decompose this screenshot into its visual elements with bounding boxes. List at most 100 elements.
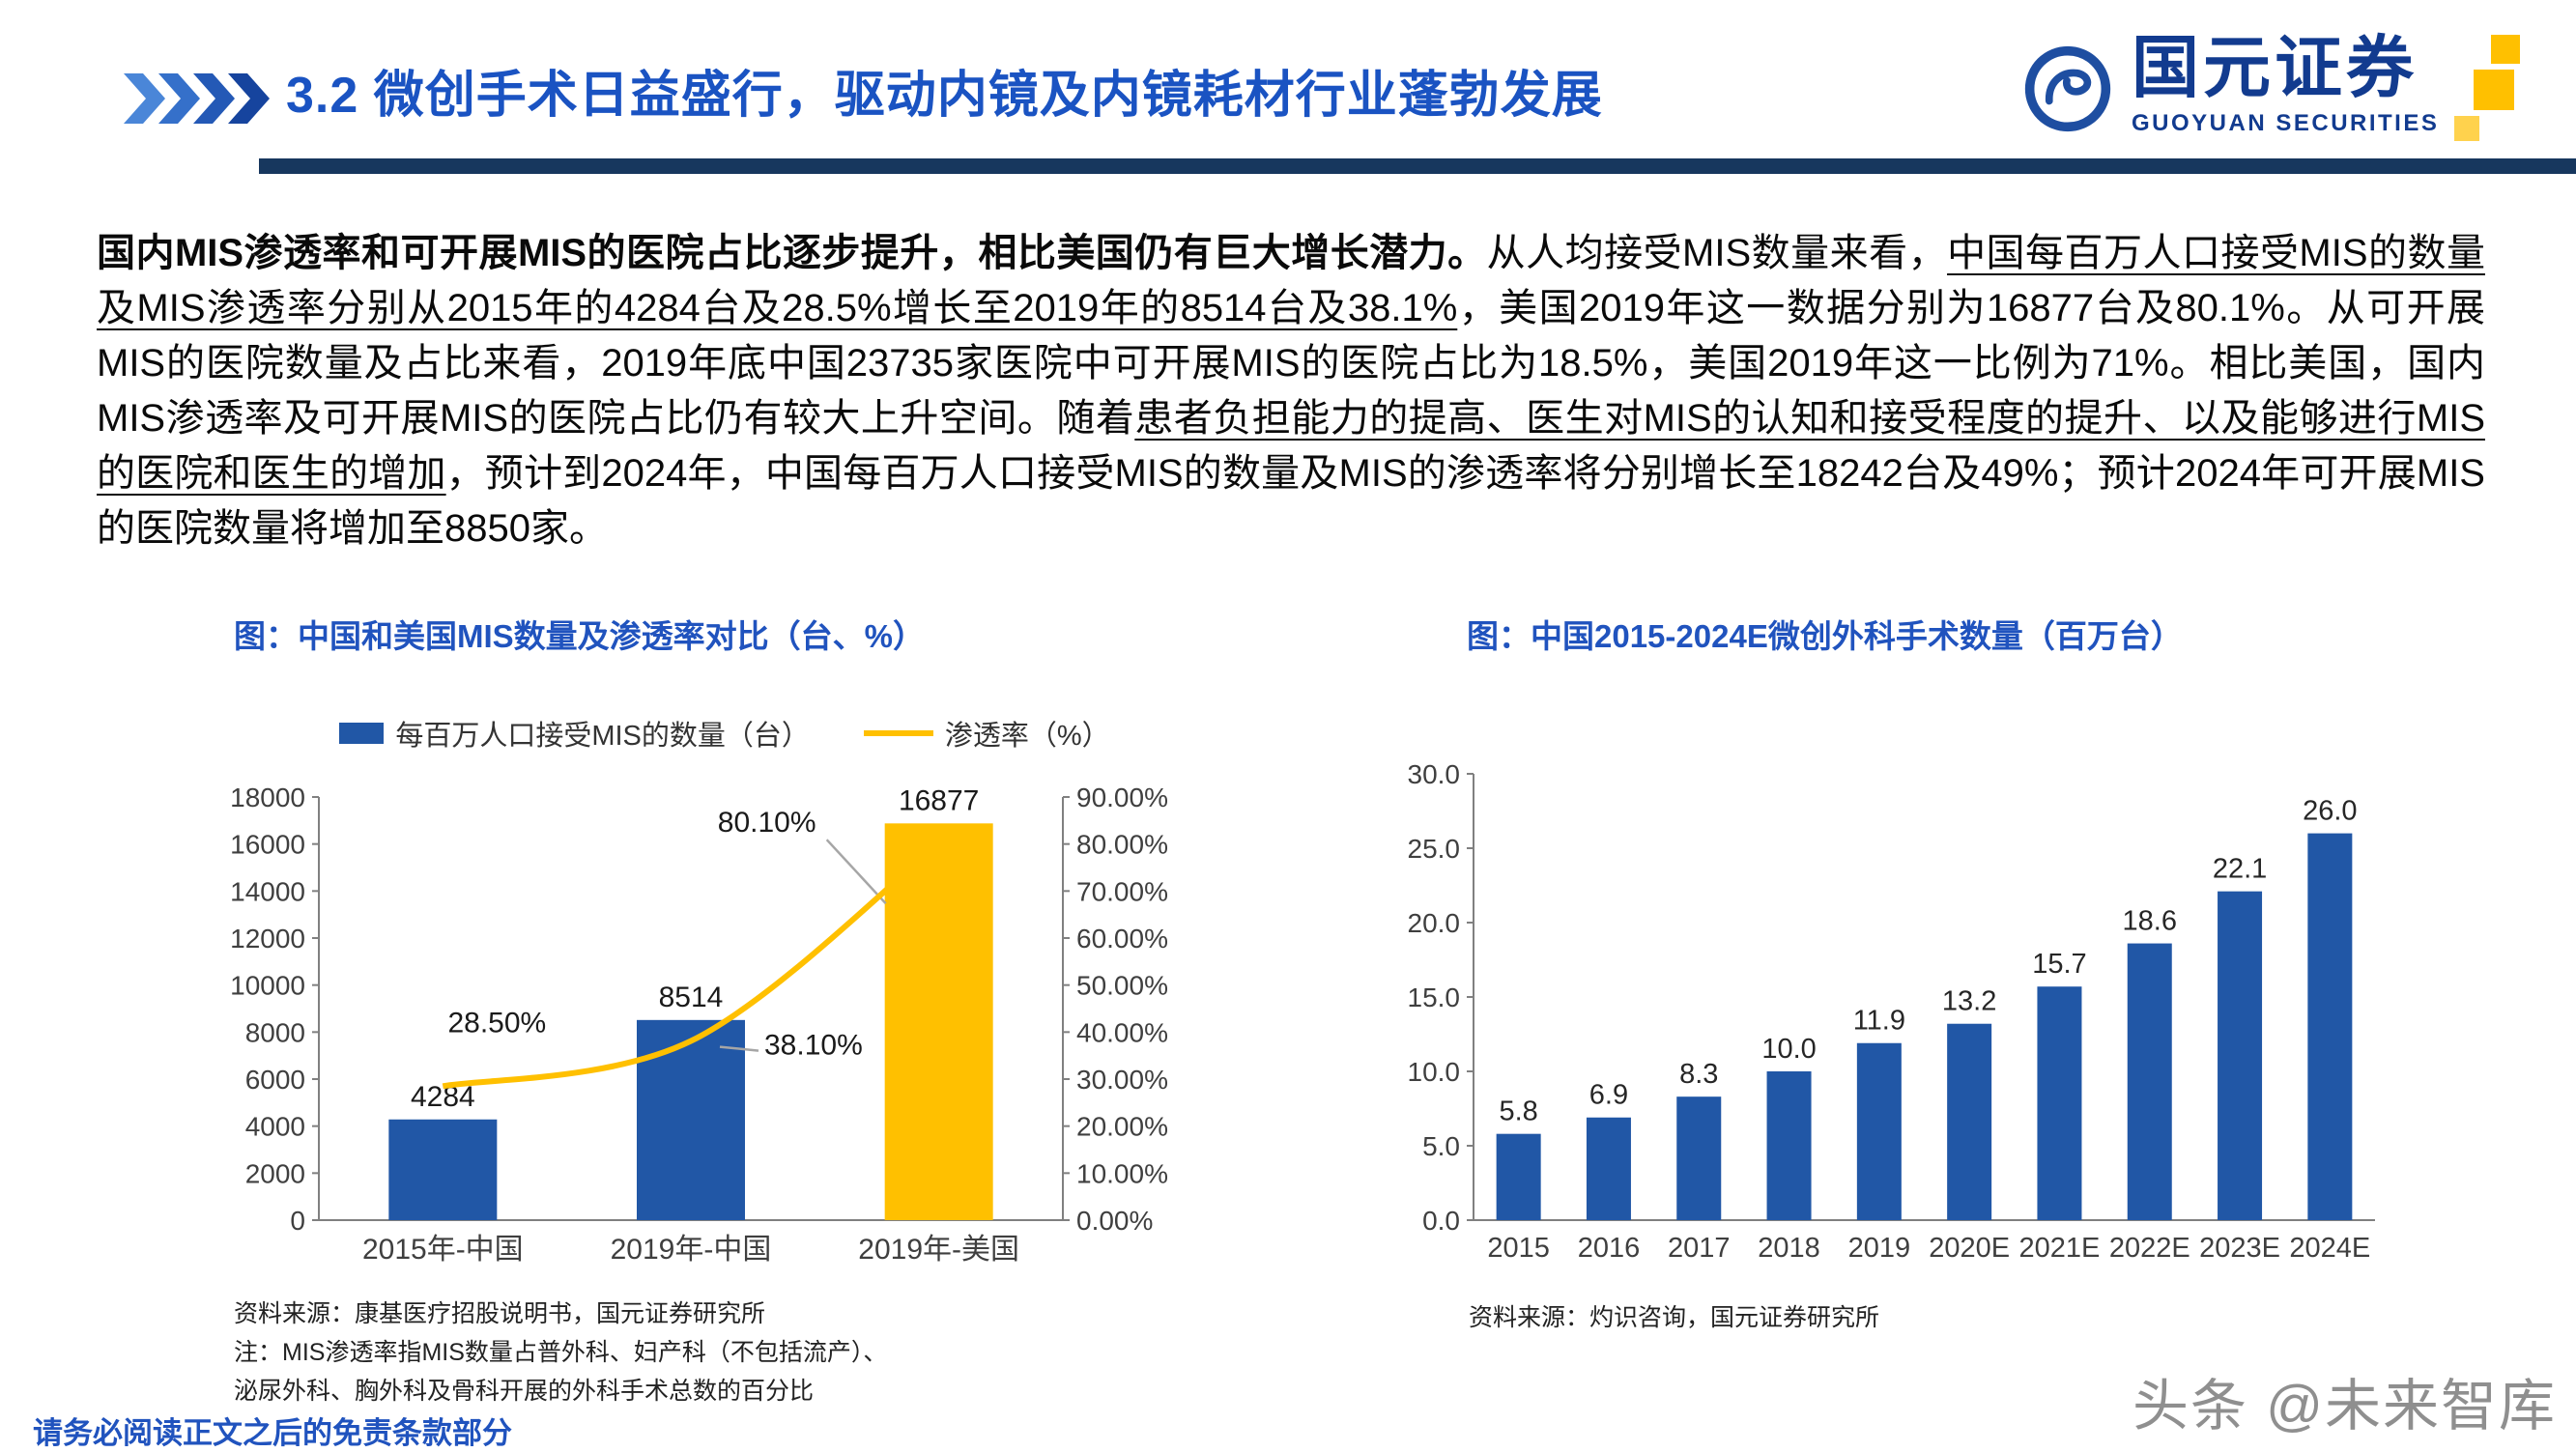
bar-value-label: 5.8 <box>1499 1096 1537 1127</box>
header-divider <box>259 158 2576 174</box>
line-swatch-icon <box>863 730 933 736</box>
bar <box>1856 1042 1902 1220</box>
category-label: 2019 <box>1848 1233 1911 1264</box>
category-label: 2020E <box>1929 1233 2010 1264</box>
left-tick-label: 16000 <box>230 830 305 860</box>
right-tick-label: 60.00% <box>1076 924 1168 954</box>
bar-value-label: 22.1 <box>2213 854 2267 885</box>
category-label: 2021E <box>2019 1233 2101 1264</box>
leader-line <box>719 1045 759 1052</box>
category-label: 2015年-中国 <box>362 1234 524 1266</box>
left-tick-label: 14000 <box>230 876 305 906</box>
logo-ring <box>2024 45 2111 132</box>
y-tick-label: 5.0 <box>1422 1131 1460 1161</box>
disclaimer-text: 请务必阅读正文之后的免责条款部分 <box>33 1416 512 1450</box>
right-tick-label: 50.00% <box>1076 971 1168 1001</box>
y-tick-label: 10.0 <box>1408 1057 1461 1087</box>
bar-value-label: 10.0 <box>1761 1034 1816 1065</box>
right-chart-title: 图：中国2015-2024E微创外科手术数量（百万台） <box>1467 618 2183 654</box>
left-tick-label: 6000 <box>245 1065 305 1095</box>
note-line: 注：MIS渗透率指MIS数量占普外科、妇产科（不包括流产）、 <box>234 1339 888 1366</box>
logo-square <box>2491 35 2521 64</box>
category-label: 2019年-中国 <box>611 1234 772 1266</box>
left-chart-legend: 每百万人口接受MIS的数量（台） 渗透率（%） <box>213 713 1237 754</box>
bar <box>1947 1023 1992 1220</box>
left-tick-label: 2000 <box>245 1158 305 1188</box>
brand-text: 国元证券 GUOYUAN SECURITIES <box>2132 30 2440 137</box>
y-tick-label: 20.0 <box>1408 908 1461 938</box>
body-paragraph: 国内MIS渗透率和可开展MIS的医院占比逐步提升，相比美国仍有巨大增长潜力。从人… <box>97 226 2485 556</box>
bar <box>2218 891 2263 1220</box>
chevron-shape <box>158 73 200 124</box>
bar-value-label: 18.6 <box>2123 906 2177 937</box>
chevron-shape <box>124 73 165 124</box>
logo-squares-icon <box>2454 33 2535 149</box>
paragraph-segment: ，美国2019年这一数据分别为16877台及80.1%。从可开展MIS的医院数量… <box>97 287 2485 440</box>
category-label: 2019年-美国 <box>858 1234 1019 1266</box>
watermark-text: 头条 @未来智库 <box>2132 1375 2557 1438</box>
bar <box>1676 1096 1722 1220</box>
bar <box>388 1119 498 1220</box>
chevrons-icon <box>124 73 270 124</box>
right-tick-label: 40.00% <box>1076 1017 1168 1047</box>
bar-value-label: 16877 <box>899 784 979 816</box>
brand-name-en: GUOYUAN SECURITIES <box>2132 109 2440 136</box>
y-tick-label: 25.0 <box>1408 834 1461 864</box>
right-tick-label: 70.00% <box>1076 876 1168 906</box>
paragraph-segment: 患者负担能力的提高、医生对MIS的认知和接受程度的提升、以及能够进行MIS的医院… <box>97 397 2485 495</box>
bar <box>2037 986 2082 1220</box>
right-tick-label: 20.00% <box>1076 1112 1168 1142</box>
left-chart-source-block: 资料来源：康基医疗招股说明书，国元证券研究所 注：MIS渗透率指MIS数量占普外… <box>234 1295 887 1410</box>
paragraph-segment: ，预计到2024年，中国每百万人口接受MIS的数量及MIS的渗透率将分别增长至1… <box>97 452 2485 550</box>
bar <box>2127 943 2172 1220</box>
right-tick-label: 10.00% <box>1076 1158 1168 1188</box>
paragraph-segment: 从人均接受MIS数量来看， <box>1486 232 1948 274</box>
logo-square <box>2454 116 2480 141</box>
left-tick-label: 4000 <box>245 1112 305 1142</box>
paragraph-segment: 国内MIS渗透率和可开展MIS的医院占比逐步提升，相比美国仍有巨大增长潜力。 <box>97 232 1487 274</box>
brand-logo: 国元证券 GUOYUAN SECURITIES <box>2021 30 2535 149</box>
category-label: 2022E <box>2109 1233 2190 1264</box>
paragraph-segment: 中国每百万人口接受MIS的数量及MIS渗透率分别从2015年的4284台及28.… <box>97 232 2485 329</box>
bar-swatch-icon <box>339 723 385 744</box>
legend-item-bars: 每百万人口接受MIS的数量（台） <box>339 713 810 754</box>
category-label: 2024E <box>2289 1233 2370 1264</box>
left-tick-label: 10000 <box>230 971 305 1001</box>
logo-swirl <box>2045 69 2092 105</box>
right-tick-label: 80.00% <box>1076 830 1168 860</box>
page-title: 3.2 微创手术日益盛行，驱动内镜及内镜耗材行业蓬勃发展 <box>286 68 1603 124</box>
line-data-label: 28.50% <box>447 1007 546 1039</box>
left-tick-label: 0 <box>290 1206 305 1236</box>
bar <box>884 823 993 1220</box>
bar-value-label: 15.7 <box>2032 949 2086 980</box>
y-tick-label: 30.0 <box>1408 759 1461 789</box>
bar-value-label: 8.3 <box>1679 1059 1718 1090</box>
y-tick-label: 0.0 <box>1422 1206 1460 1236</box>
left-tick-label: 8000 <box>245 1017 305 1047</box>
mis-comparison-chart: 18000 16000 14000 12000 10000 8000 6000 4000 200… <box>230 783 1168 1266</box>
source-line: 资料来源：康基医疗招股说明书，国元证券研究所 <box>234 1300 766 1327</box>
brand-name: 国元证券 <box>2132 30 2418 105</box>
bar <box>1496 1133 1541 1220</box>
bar-value-label: 6.9 <box>1589 1080 1628 1111</box>
bar <box>1766 1071 1812 1220</box>
bar <box>1586 1117 1631 1220</box>
category-label: 2023E <box>2199 1233 2280 1264</box>
category-label: 2018 <box>1758 1233 1820 1264</box>
legend-label: 每百万人口接受MIS的数量（台） <box>395 721 810 752</box>
logo-square <box>2474 70 2515 110</box>
right-tick-label: 0.00% <box>1076 1206 1153 1236</box>
right-tick-label: 30.00% <box>1076 1065 1168 1095</box>
penetration-trend-line <box>442 840 941 1090</box>
left-tick-label: 18000 <box>230 783 305 812</box>
mis-volume-chart: 30.0 25.0 20.0 15.0 10.0 5.0 0.0 5.8 2015 6.9 2016… <box>1408 759 2375 1264</box>
guoyuan-logo-icon <box>2024 45 2111 132</box>
line-data-label: 80.10% <box>718 807 816 839</box>
right-chart-source: 资料来源：灼识咨询，国元证券研究所 <box>1469 1304 1880 1331</box>
legend-item-line: 渗透率（%） <box>863 713 1110 754</box>
category-label: 2015 <box>1487 1233 1550 1264</box>
chevron-shape <box>228 73 270 124</box>
note-line: 泌尿外科、胸外科及骨科开展的外科手术总数的百分比 <box>234 1378 815 1405</box>
bar-value-label: 8514 <box>659 982 724 1013</box>
